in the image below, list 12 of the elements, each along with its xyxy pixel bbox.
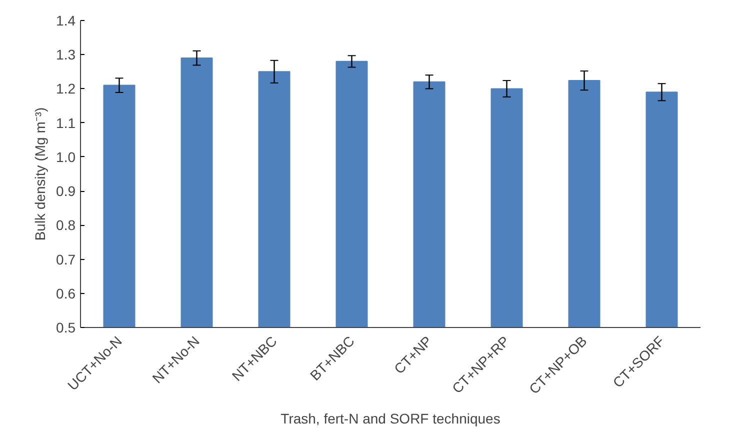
x-axis-title: Trash, fert-N and SORF techniques xyxy=(280,410,500,427)
y-tick-label: 1.2 xyxy=(56,80,76,97)
y-axis-title: Bulk density (Mg m⁻³) xyxy=(32,107,48,241)
y-tick-label: 0.8 xyxy=(56,217,76,234)
y-tick-label: 0.6 xyxy=(56,285,76,302)
y-tick-label: 1.0 xyxy=(56,148,76,165)
y-tick-label: 0.9 xyxy=(56,183,76,200)
y-tick-label: 1.1 xyxy=(56,114,76,131)
y-tick-label: 0.5 xyxy=(56,320,76,336)
y-tick-label: 1.3 xyxy=(56,46,76,63)
y-tick-label: 0.7 xyxy=(56,251,76,268)
y-tick-label: 1.4 xyxy=(56,12,76,28)
